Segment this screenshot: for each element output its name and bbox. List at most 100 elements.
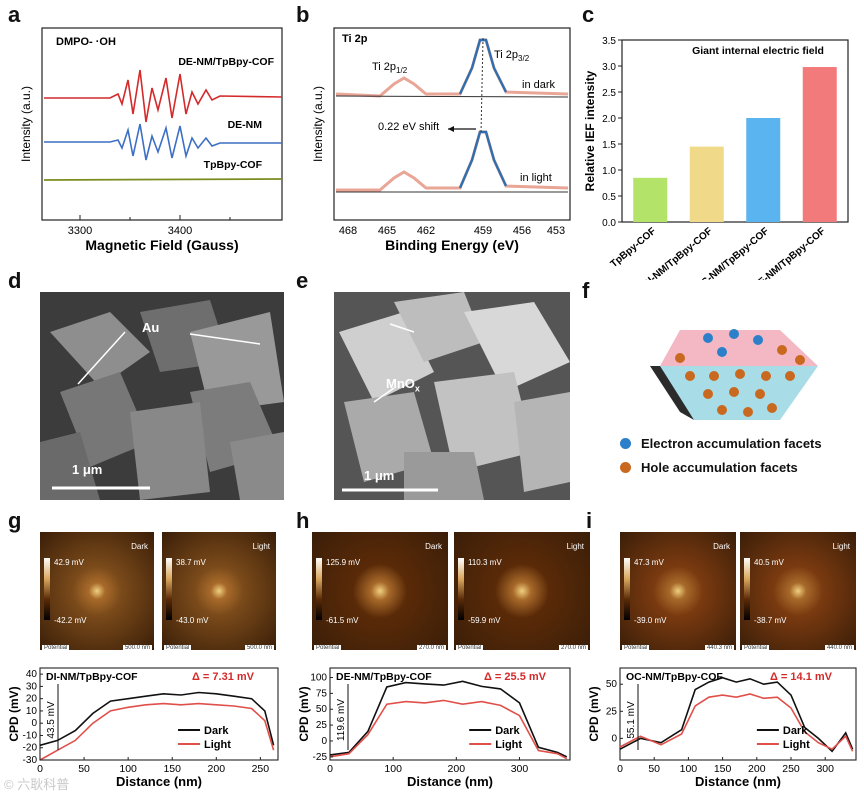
legend-electron-text: Electron accumulation facets [641,436,822,451]
cpd-ylabel: CPD (mV) [7,686,21,741]
xps-shift-label: 0.22 eV shift [378,121,439,133]
cpd-xtick-label: 100 [119,763,137,775]
map-mode: Dark [131,542,148,551]
xps-xtick: 465 [378,225,396,237]
xps-peak-12: Ti 2p1/2 [372,61,408,75]
xps-peak-32: Ti 2p3/2 [494,49,530,63]
map-max: 38.7 mV [176,558,206,567]
panel-label-b: b [296,2,310,27]
map-min: -43.0 mV [176,616,209,625]
esr-axes [41,27,283,221]
cpd-series-light [39,702,275,761]
esr-trace-label-2: DE-NM [228,119,263,131]
cpd-ytick-label: 75 [316,688,328,699]
cpd-chart-g: 0 50 100 150 200 250403020100-10-20-30DI-NM/T… [7,667,279,789]
cpd-series-light [619,693,854,752]
panel-label-a: a [8,2,21,27]
cpd-xtick-label: 200 [448,763,466,775]
sem-image-mnox: MnOx 1 μm [334,292,570,500]
legend-hole: Hole accumulation facets [620,460,798,475]
cpd-ytick-label: 100 [310,673,327,684]
cpd-legend-dark: Dark [495,725,520,737]
xps-chart: Ti 2p Ti 2p1/2 Ti 2p3/2 in dark in light… [311,27,571,253]
map-scale: 440.0 nm [824,645,854,650]
panel-label-g: g [8,508,22,533]
cpd-xlabel: Distance (nm) [116,774,202,789]
ief-axes [621,39,849,223]
map-min: -42.2 mV [54,616,87,625]
xps-xlabel: Binding Energy (eV) [385,237,519,253]
cpd-xtick-label: 200 [748,763,766,775]
panel-label-e: e [296,268,309,293]
cpd-xtick-label: 50 [78,763,90,775]
panel-label-f: f [582,278,590,303]
esr-xtick-3300: 3300 [68,225,92,237]
cpd-ytick-label: 25 [316,720,328,731]
colorbar [44,558,50,620]
map-min: -38.7 mV [754,616,787,625]
ief-bar [633,177,668,222]
cpd-legend-light: Light [783,739,810,751]
cpd-xtick-label: 0 [37,763,43,775]
cpd-title: OC-NM/TpBpy-COF [626,671,723,683]
cpd-ytick-label: 0 [321,736,327,747]
colorbar [744,558,750,620]
cpd-xtick-label: 150 [163,763,181,775]
cpd-xlabel: Distance (nm) [695,774,781,789]
esr-trace-blue [44,123,282,161]
map-max: 40.5 mV [754,558,784,567]
ief-ylabel: Relative IEF intensity [583,70,597,191]
xps-dark-baseline [335,95,569,98]
sem-mnox-scale: 1 μm [364,468,395,483]
watermark: © 六耿科普 [4,777,70,792]
kpfm-map-g-light: 38.7 mV -43.0 mV Light Potential 500.0 nm [162,532,276,650]
cpd-series-dark [39,691,275,747]
panel-label-i: i [586,508,593,533]
xps-dark-label: in dark [522,79,556,91]
cpd-xtick-label: 0 [617,763,623,775]
ief-bar [689,146,724,222]
cpd-xtick-label: 200 [208,763,226,775]
cpd-delta: Δ = 7.31 mV [192,671,255,683]
cpd-xtick-label: 50 [648,763,660,775]
ief-ytick-label: 1.5 [602,140,616,151]
ief-ytick-label: 0.5 [602,192,616,203]
cpd-ytick-label: 20 [26,694,38,705]
cpd-ytick-label: 0 [31,718,37,729]
esr-trace-label-3: TpBpy-COF [204,159,263,171]
cpd-series-dark [329,680,568,758]
panel-label-h: h [296,508,310,533]
cpd-delta: Δ = 25.5 mV [484,671,547,683]
colorbar [316,558,322,620]
ief-category-label: TpBpy-COF [609,226,659,270]
ief-ytick-label: 0.0 [602,218,616,229]
ief-ytick-label: 1.0 [602,166,616,177]
kpfm-map-h-light: 110.3 mV -59.9 mV Light Potential 270.0 nm [454,532,590,650]
kpfm-map-g-dark: 42.9 mV -42.2 mV Dark Potential 500.0 nm [40,532,154,650]
colorbar [166,558,172,620]
map-min: -39.0 mV [634,616,667,625]
map-mode: Dark [713,542,730,551]
cpd-ytick-label: -30 [23,755,38,766]
map-potential: Potential [42,645,70,650]
esr-xtick-3400: 3400 [168,225,192,237]
cpd-ytick-label: -25 [313,752,328,763]
cpd-axes [39,667,279,761]
map-max: 42.9 mV [54,558,84,567]
xps-light-label: in light [520,172,552,184]
map-scale: 500.0 nm [244,645,274,650]
cpd-ytick-label: 0 [611,733,617,744]
cpd-xtick-label: 150 [714,763,732,775]
esr-xlabel: Magnetic Field (Gauss) [85,237,238,253]
esr-ylabel: Intensity (a.u.) [19,86,33,162]
esr-tag: DMPO- ·OH [56,36,116,48]
cpd-height: 55.1 mV [626,701,637,739]
cpd-ylabel: CPD (mV) [297,686,311,741]
cpd-ytick-label: 30 [26,681,38,692]
xps-xtick: 453 [547,225,565,237]
cpd-xtick-label: 100 [680,763,698,775]
cpd-ytick-label: 50 [316,704,328,715]
cpd-xtick-label: 0 [327,763,333,775]
cpd-ylabel: CPD (mV) [587,686,601,741]
